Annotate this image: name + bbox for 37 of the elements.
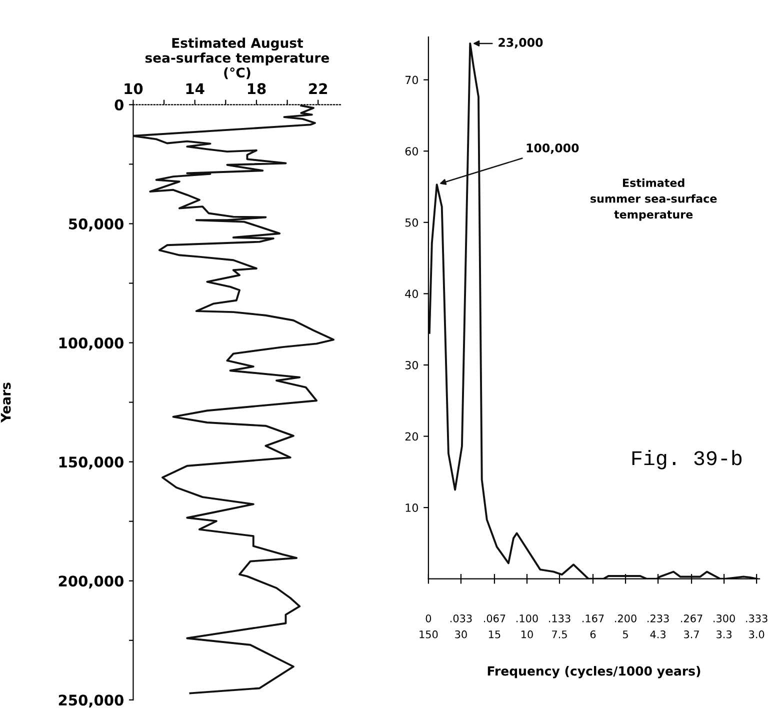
y-tick-label: 0 — [114, 99, 124, 110]
y-tick-label: 60 — [405, 147, 418, 156]
y-tick-label: 20 — [405, 432, 418, 441]
x-tick-label: .200 — [615, 614, 636, 622]
annotation: Estimated summer sea-surface temperature — [590, 178, 717, 221]
x-tick-label: 0 — [426, 614, 432, 622]
annotation: 23,000 — [498, 38, 543, 48]
y-tick-label: 150,000 — [59, 456, 124, 470]
x-tick-label: .067 — [484, 614, 506, 622]
x-tick-label: .300 — [714, 614, 735, 622]
y-tick-label: 10 — [406, 504, 418, 512]
x-tick-label: .333 — [746, 614, 768, 622]
x-axis-title: Estimated August sea-surface temperature (°C) — [145, 38, 330, 80]
x-tick-label: .100 — [516, 614, 538, 622]
y-tick-label: 250,000 — [58, 694, 124, 708]
y-tick-label: 70 — [406, 76, 418, 84]
y-tick-label: 50 — [405, 218, 418, 227]
x-tick-label: .233 — [648, 614, 669, 622]
x-tick-label: 22 — [309, 83, 327, 94]
x-tick-label: .267 — [681, 614, 702, 622]
y-tick-label: 100,000 — [59, 337, 124, 350]
y-tick-label: 40 — [405, 290, 418, 298]
y-tick-label: 30 — [405, 360, 418, 370]
y-tick-label: 200,000 — [58, 576, 124, 588]
text: 150 30 15 10 7.5 6 5 4.3 3.7 3.3 3.0 — [420, 630, 764, 638]
line-series — [133, 104, 334, 694]
annotation: 100,000 — [526, 143, 579, 154]
x-axis-title: Frequency (cycles/1000 years) — [488, 666, 700, 678]
y-axis-title: Years — [0, 382, 11, 423]
x-tick-label: 10 — [124, 83, 143, 94]
x-tick-label: 18 — [248, 83, 266, 94]
x-tick-label: .133 — [549, 614, 570, 622]
y-tick-label: 50,000 — [69, 218, 124, 232]
annotation: Fig. 39-b — [632, 450, 742, 470]
x-tick-label: 14 — [186, 83, 204, 94]
x-tick-label: .167 — [582, 614, 604, 622]
x-tick-label: .033 — [450, 614, 472, 622]
